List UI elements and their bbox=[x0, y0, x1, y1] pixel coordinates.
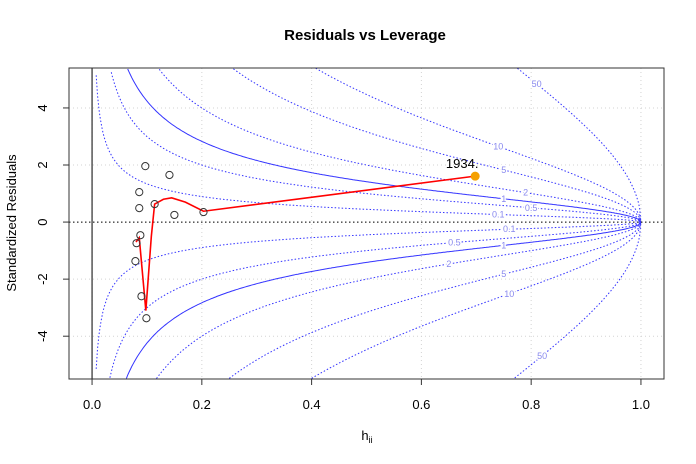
x-tick-label: 1.0 bbox=[632, 397, 650, 412]
cooks-contour-label: 50 bbox=[532, 79, 542, 89]
reference-lines bbox=[69, 68, 664, 379]
data-point bbox=[165, 170, 174, 180]
cooks-contour-label: 0.1 bbox=[492, 210, 505, 220]
cooks-contour-5-upper bbox=[233, 68, 642, 223]
x-tick-label: 0.4 bbox=[303, 397, 321, 412]
highlighted-point-label: 1934. bbox=[446, 156, 479, 171]
y-tick-label: 4 bbox=[35, 104, 50, 111]
cooks-contour-1-lower bbox=[125, 221, 642, 379]
cooks-contour-0-1-lower bbox=[95, 221, 642, 369]
cooks-contour-label: 5 bbox=[501, 269, 506, 279]
cooks-contour-label: 0.5 bbox=[525, 203, 538, 213]
data-point bbox=[170, 210, 179, 220]
data-point bbox=[131, 257, 140, 266]
chart-title: Residuals vs Leverage bbox=[284, 27, 446, 44]
y-tick-label: -4 bbox=[35, 330, 50, 342]
cooks-contour-2-lower bbox=[156, 221, 642, 379]
data-point bbox=[132, 239, 141, 248]
x-tick-label: 0.2 bbox=[193, 397, 211, 412]
cooks-contour-label: 0.5 bbox=[448, 238, 461, 248]
cooks-contour-10-upper bbox=[315, 67, 642, 223]
data-point bbox=[135, 188, 144, 197]
grid bbox=[69, 68, 664, 379]
plot-frame bbox=[68, 67, 665, 380]
y-tick-label: 2 bbox=[35, 161, 50, 168]
cooks-contour-label: 5 bbox=[501, 165, 506, 175]
cooks-contour-10-lower bbox=[311, 222, 642, 379]
cooks-contour-50-upper bbox=[517, 67, 642, 223]
y-axis-title: Standardized Residuals bbox=[4, 154, 19, 292]
data-point bbox=[199, 207, 208, 217]
cooks-contour-2-upper bbox=[158, 68, 642, 223]
cooks-contour-label: 10 bbox=[493, 141, 503, 151]
x-tick-label: 0.0 bbox=[83, 397, 101, 412]
cooks-contour-label: 50 bbox=[537, 351, 547, 361]
x-axis: 0.0 0.2 0.4 0.6 0.8 1.0 bbox=[83, 379, 650, 412]
data-series: 1934. bbox=[131, 156, 480, 323]
cooks-contour-0-5-upper bbox=[110, 72, 642, 223]
y-axis: -4 -2 0 2 4 bbox=[35, 104, 69, 342]
smooth-line bbox=[135, 175, 476, 311]
cooks-contour-label: 0.1 bbox=[503, 224, 516, 234]
x-tick-label: 0.6 bbox=[412, 397, 430, 412]
x-axis-title: hii bbox=[361, 428, 372, 445]
data-point bbox=[136, 231, 145, 240]
cooks-contour-1-upper bbox=[127, 68, 642, 223]
cooks-contour-label: 10 bbox=[504, 289, 514, 299]
cooks-contour-0-5-lower bbox=[109, 221, 642, 378]
y-tick-label: -2 bbox=[35, 273, 50, 285]
cooks-contour-label: 2 bbox=[446, 259, 451, 269]
cooks-contour-5-lower bbox=[228, 221, 642, 379]
cooks-contour-label: 1 bbox=[501, 194, 506, 204]
data-point bbox=[142, 314, 151, 323]
data-point bbox=[137, 292, 146, 301]
data-point bbox=[150, 199, 159, 209]
x-tick-label: 0.8 bbox=[522, 397, 540, 412]
y-tick-label: 0 bbox=[35, 218, 50, 225]
data-point bbox=[135, 203, 144, 213]
cooks-contour-label: 1 bbox=[501, 240, 506, 250]
cooks-contour-label: 2 bbox=[523, 188, 528, 198]
cooks-contour-50-lower bbox=[514, 222, 642, 379]
highlighted-point bbox=[470, 171, 480, 181]
data-point bbox=[141, 162, 150, 171]
cooks-distance-contours: 0.1 0.1 0.5 0.5 1 1 2 2 5 5 10 10 50 50 bbox=[95, 67, 642, 379]
